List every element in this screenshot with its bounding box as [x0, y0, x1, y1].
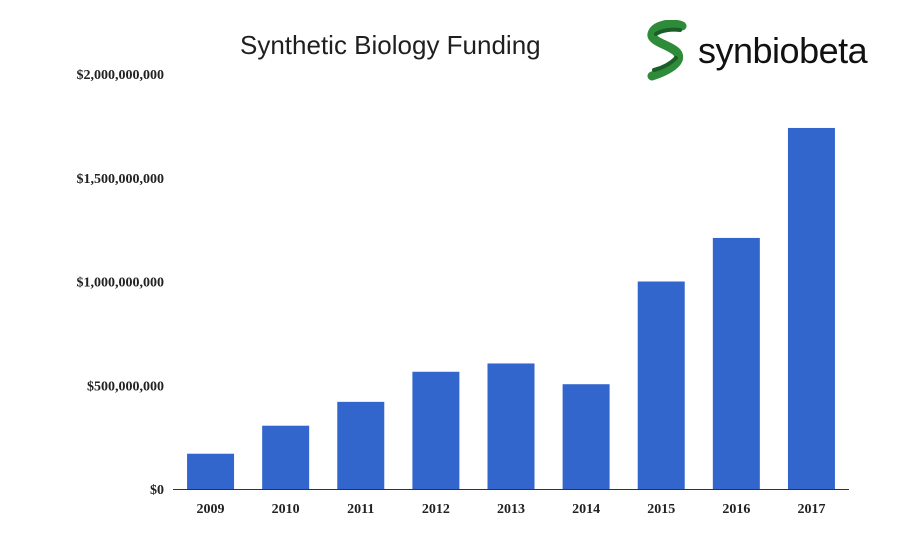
y-tick-label: $1,500,000,000	[77, 172, 165, 187]
bar-2016	[712, 237, 760, 489]
x-tick-label: 2009	[197, 502, 225, 517]
bars	[187, 127, 835, 489]
helix-s-icon	[647, 20, 687, 81]
brand-name: synbiobeta	[698, 30, 868, 71]
brand-logo: synbiobeta	[644, 20, 868, 82]
bar-2009	[187, 453, 235, 489]
y-tick-label: $0	[150, 483, 164, 498]
x-tick-label: 2014	[572, 502, 600, 517]
x-tick-label: 2015	[647, 502, 675, 517]
x-tick-label: 2017	[797, 502, 825, 517]
x-tick-label: 2010	[272, 502, 300, 517]
bar-2011	[337, 401, 385, 489]
x-tick-label: 2016	[722, 502, 750, 517]
y-tick-label: $2,000,000,000	[77, 68, 165, 83]
y-axis: $0 $500,000,000 $1,000,000,000 $1,500,000,0…	[77, 68, 165, 498]
bar-2010	[262, 425, 310, 489]
bar-2013	[487, 363, 535, 489]
bar-2012	[412, 371, 460, 489]
y-tick-label: $500,000,000	[87, 379, 164, 394]
bar-2014	[562, 384, 610, 489]
bar-2017	[787, 127, 835, 489]
x-axis: 2009 2010 2011 2012 2013 2014 2015 2016 2017	[173, 489, 849, 517]
bar-2015	[637, 281, 685, 489]
x-tick-label: 2011	[347, 502, 374, 517]
x-tick-label: 2013	[497, 502, 525, 517]
y-tick-label: $1,000,000,000	[77, 276, 165, 291]
x-tick-label: 2012	[422, 502, 450, 517]
chart-title: Synthetic Biology Funding	[240, 30, 541, 60]
